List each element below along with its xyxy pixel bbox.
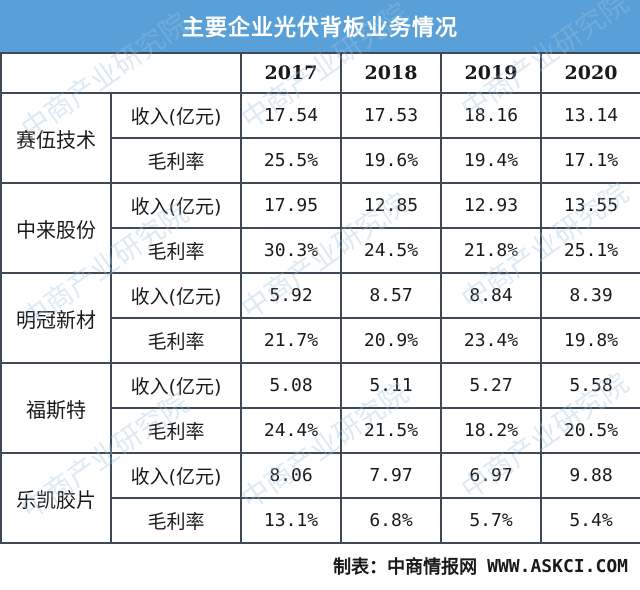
value-cell: 24.4%	[240, 407, 342, 454]
value-cell: 18.2%	[440, 407, 542, 454]
table-row: 毛利率 21.7% 20.9% 23.4% 19.8%	[1, 317, 640, 364]
value-cell: 25.1%	[540, 227, 640, 274]
value-cell: 17.53	[340, 92, 442, 139]
value-cell: 20.5%	[540, 407, 640, 454]
value-cell: 30.3%	[240, 227, 342, 274]
value-cell: 19.6%	[340, 137, 442, 184]
metric-label-cell: 收入(亿元)	[110, 182, 242, 229]
value-cell: 8.84	[440, 272, 542, 319]
table-title: 主要企业光伏背板业务情况	[0, 0, 640, 52]
value-cell: 5.27	[440, 362, 542, 409]
table-row: 毛利率 25.5% 19.6% 19.4% 17.1%	[1, 137, 640, 184]
table-row: 中来股份 收入(亿元) 17.95 12.85 12.93 13.55	[0, 182, 640, 274]
value-cell: 9.88	[540, 452, 640, 499]
year-header: 2019	[440, 52, 542, 94]
value-cell: 24.5%	[340, 227, 442, 274]
value-cell: 5.58	[540, 362, 640, 409]
metric-label-cell: 毛利率	[110, 227, 242, 274]
value-cell: 17.95	[240, 182, 342, 229]
value-cell: 19.8%	[540, 317, 640, 364]
value-cell: 17.54	[240, 92, 342, 139]
value-cell: 8.39	[540, 272, 640, 319]
metric-label-cell: 毛利率	[110, 317, 242, 364]
metric-label-cell: 毛利率	[110, 497, 242, 544]
metric-label-cell: 毛利率	[110, 407, 242, 454]
value-cell: 23.4%	[440, 317, 542, 364]
metric-label-cell: 收入(亿元)	[110, 452, 242, 499]
value-cell: 25.5%	[240, 137, 342, 184]
value-cell: 13.14	[540, 92, 640, 139]
value-cell: 21.5%	[340, 407, 442, 454]
value-cell: 5.92	[240, 272, 342, 319]
header-blank-cell	[0, 52, 242, 94]
metric-label-cell: 收入(亿元)	[110, 272, 242, 319]
table-row: 毛利率 24.4% 21.5% 18.2% 20.5%	[1, 407, 640, 454]
value-cell: 19.4%	[440, 137, 542, 184]
value-cell: 18.16	[440, 92, 542, 139]
table-row: 赛伍技术 收入(亿元) 17.54 17.53 18.16 13.14	[0, 92, 640, 184]
header-row: 2017 2018 2019 2020	[0, 52, 640, 94]
value-cell: 20.9%	[340, 317, 442, 364]
year-header: 2017	[240, 52, 342, 94]
value-cell: 5.4%	[540, 497, 640, 544]
table-row: 毛利率 13.1% 6.8% 5.7% 5.4%	[1, 497, 640, 544]
company-name-cell: 赛伍技术	[0, 92, 112, 184]
table-row: 福斯特 收入(亿元) 5.08 5.11 5.27 5.58	[0, 362, 640, 454]
company-name-cell: 乐凯胶片	[0, 452, 112, 544]
value-cell: 21.8%	[440, 227, 542, 274]
value-cell: 5.7%	[440, 497, 542, 544]
value-cell: 6.8%	[340, 497, 442, 544]
metric-label-cell: 收入(亿元)	[110, 362, 242, 409]
metric-label-cell: 收入(亿元)	[110, 92, 242, 139]
metric-label-cell: 毛利率	[110, 137, 242, 184]
table-row: 明冠新材 收入(亿元) 5.92 8.57 8.84 8.39	[0, 272, 640, 364]
table-row: 毛利率 30.3% 24.5% 21.8% 25.1%	[1, 227, 640, 274]
footer-label: 制表：中商情报网	[333, 557, 478, 578]
year-header: 2018	[340, 52, 442, 94]
value-cell: 7.97	[340, 452, 442, 499]
footer-source: WWW.ASKCI.COM	[487, 555, 628, 577]
company-name-cell: 福斯特	[0, 362, 112, 454]
value-cell: 21.7%	[240, 317, 342, 364]
value-cell: 13.55	[540, 182, 640, 229]
year-header: 2020	[540, 52, 640, 94]
value-cell: 5.08	[240, 362, 342, 409]
value-cell: 12.85	[340, 182, 442, 229]
company-name-cell: 中来股份	[0, 182, 112, 274]
value-cell: 13.1%	[240, 497, 342, 544]
data-table: 2017 2018 2019 2020 赛伍技术 收入(亿元) 17.54 17.53…	[0, 52, 640, 544]
value-cell: 8.57	[340, 272, 442, 319]
value-cell: 5.11	[340, 362, 442, 409]
footer: 制表：中商情报网 WWW.ASKCI.COM	[0, 546, 640, 586]
value-cell: 12.93	[440, 182, 542, 229]
value-cell: 6.97	[440, 452, 542, 499]
table-row: 乐凯胶片 收入(亿元) 8.06 7.97 6.97 9.88	[0, 452, 640, 544]
company-name-cell: 明冠新材	[0, 272, 112, 364]
value-cell: 8.06	[240, 452, 342, 499]
value-cell: 17.1%	[540, 137, 640, 184]
